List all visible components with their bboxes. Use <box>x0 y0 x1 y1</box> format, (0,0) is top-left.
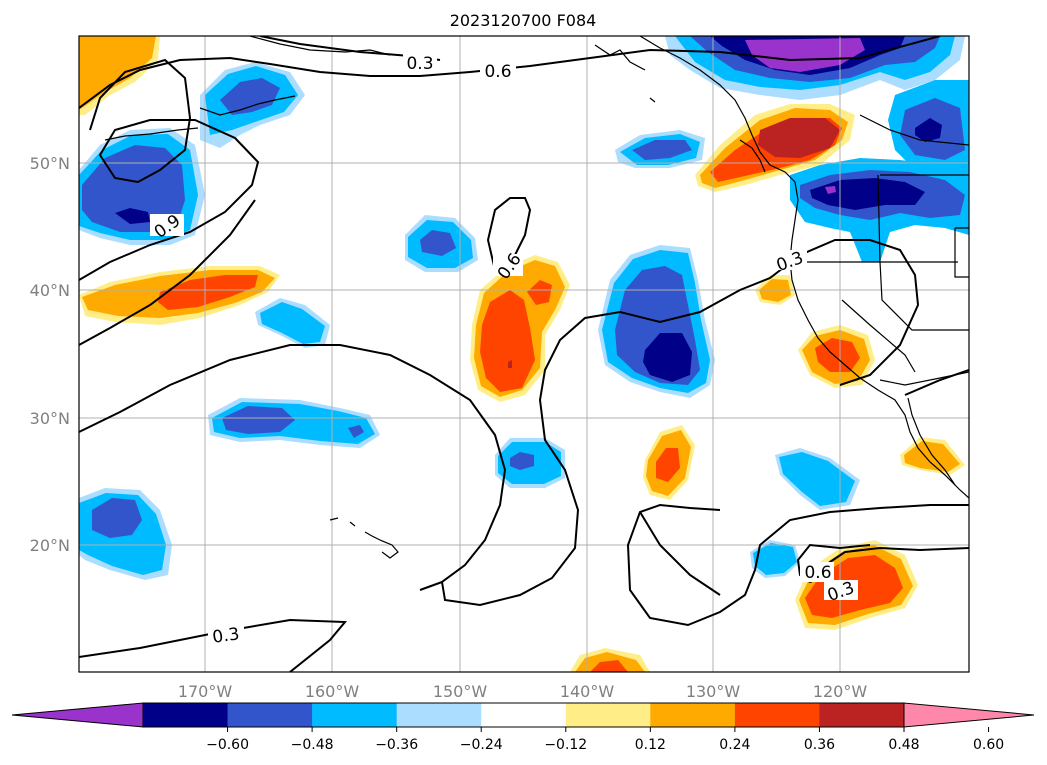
lon-label: 160°W <box>305 682 360 701</box>
colorbar-tick-label: 0.36 <box>804 737 835 753</box>
colorbar-min-arrow <box>12 703 143 727</box>
anomaly-region-east-25n <box>643 425 695 500</box>
anomaly-region-southwest <box>79 488 172 580</box>
lon-label: 150°W <box>433 682 488 701</box>
graticule <box>79 36 969 672</box>
colorbar-segment <box>312 703 398 727</box>
colorbar-tick-label: −0.24 <box>460 737 503 753</box>
anomaly-region-canada <box>888 80 969 175</box>
colorbar-tick-label: 0.12 <box>635 737 666 753</box>
colorbar-tick-label: 0.60 <box>973 737 1004 753</box>
colorbar-segment <box>481 703 567 727</box>
map-plot-area: 0.6 0.3 0.9 0.6 0.3 0.6 0.3 0.3 <box>79 36 969 672</box>
colorbar: −0.60 −0.48 −0.36 −0.24 −0.12 0.12 0.24 0.36 0.4… <box>11 702 1035 753</box>
latitude-labels: 50°N 40°N 30°N 20°N <box>30 154 70 555</box>
lon-label: 140°W <box>560 682 615 701</box>
longitude-labels: 170°W 160°W 150°W 140°W 130°W 120°W <box>178 682 868 701</box>
contour-lines <box>79 36 969 672</box>
colorbar-max-arrow <box>904 703 1034 727</box>
lat-label: 40°N <box>30 281 70 300</box>
anomaly-region-california <box>755 275 875 388</box>
colorbar-segment <box>227 703 313 727</box>
colorbar-segment <box>819 703 905 727</box>
anomaly-region-south-blue <box>750 540 800 578</box>
colorbar-segments <box>12 703 1034 727</box>
colorbar-tick-label: −0.36 <box>375 737 418 753</box>
map-title: 2023120700 F084 <box>450 11 597 30</box>
anomaly-region-central-25n <box>495 438 565 488</box>
anomaly-region-western-us <box>790 158 969 262</box>
colorbar-tick-label: −0.60 <box>206 737 249 753</box>
anomaly-fills <box>79 36 969 672</box>
lat-label: 50°N <box>30 154 70 173</box>
anomaly-region-west-40n <box>79 266 280 325</box>
anomaly-region-gulf <box>615 130 705 168</box>
anomaly-region-bering <box>79 36 160 115</box>
colorbar-segment <box>396 703 482 727</box>
lon-label: 130°W <box>686 682 741 701</box>
lon-label: 120°W <box>813 682 868 701</box>
contour-label: 0.3 <box>211 624 241 648</box>
lat-label: 30°N <box>30 409 70 428</box>
lat-label: 20°N <box>30 536 70 555</box>
lon-label: 170°W <box>178 682 233 701</box>
anomaly-region-pacific-northwest <box>695 104 855 192</box>
colorbar-tick-label: 0.24 <box>719 737 750 753</box>
contour-label: 0.3 <box>406 54 433 74</box>
colorbar-segment <box>734 703 820 727</box>
colorbar-tick-label: −0.48 <box>291 737 334 753</box>
colorbar-segment <box>565 703 651 727</box>
contour-label: 0.6 <box>484 62 511 82</box>
colorbar-segment <box>143 703 229 727</box>
anomaly-region-south-central <box>570 648 650 672</box>
map-frame <box>78 35 970 673</box>
colorbar-ticks: −0.60 −0.48 −0.36 −0.24 −0.12 0.12 0.24 0.36 0.4… <box>206 727 1004 753</box>
colorbar-tick-label: −0.12 <box>544 737 587 753</box>
anomaly-region-small-blue-west <box>255 298 330 348</box>
colorbar-frame <box>142 702 905 728</box>
colorbar-segment <box>650 703 736 727</box>
anomaly-region-aleutians <box>200 62 305 148</box>
colorbar-tick-label: 0.48 <box>888 737 919 753</box>
anomaly-region-east-blue-25n <box>775 448 860 510</box>
anomaly-region-30n-west <box>208 398 380 448</box>
contour-label: 0.6 <box>804 563 831 583</box>
anomaly-region-central-35n <box>470 255 570 402</box>
